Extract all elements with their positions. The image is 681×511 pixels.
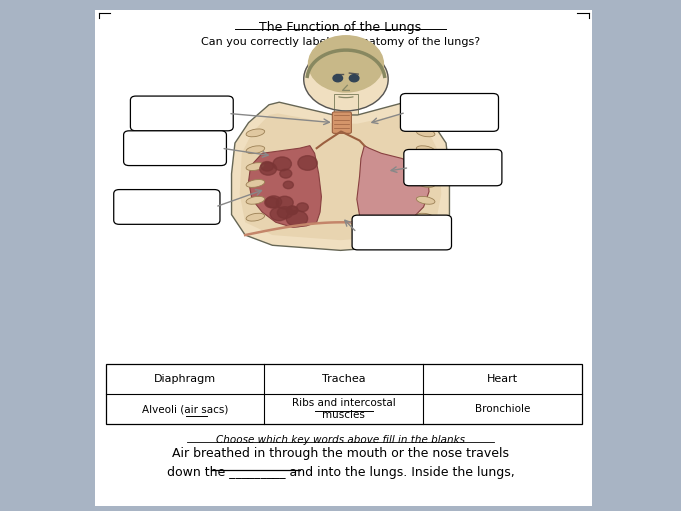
Text: Heart: Heart xyxy=(487,374,518,384)
Ellipse shape xyxy=(246,179,265,188)
FancyBboxPatch shape xyxy=(400,94,498,131)
Circle shape xyxy=(266,196,282,208)
FancyBboxPatch shape xyxy=(332,112,351,133)
Circle shape xyxy=(277,207,293,218)
Circle shape xyxy=(286,211,308,226)
Circle shape xyxy=(270,207,288,221)
Circle shape xyxy=(259,162,276,175)
Circle shape xyxy=(276,196,294,209)
Text: Air breathed in through the mouth or the nose travels: Air breathed in through the mouth or the… xyxy=(172,447,509,459)
FancyBboxPatch shape xyxy=(130,96,233,131)
FancyBboxPatch shape xyxy=(352,215,452,250)
Polygon shape xyxy=(232,102,449,250)
Ellipse shape xyxy=(416,196,435,204)
Polygon shape xyxy=(249,146,321,227)
Polygon shape xyxy=(240,113,441,240)
Ellipse shape xyxy=(416,146,435,154)
Text: The Function of the Lungs: The Function of the Lungs xyxy=(259,21,422,34)
Circle shape xyxy=(308,36,383,92)
Ellipse shape xyxy=(246,196,265,204)
Ellipse shape xyxy=(416,213,435,221)
Ellipse shape xyxy=(246,162,265,171)
Circle shape xyxy=(287,206,298,214)
Ellipse shape xyxy=(246,129,265,137)
Circle shape xyxy=(261,161,274,171)
Ellipse shape xyxy=(416,162,435,171)
Circle shape xyxy=(273,157,291,171)
Text: Ribs and intercostal
muscles: Ribs and intercostal muscles xyxy=(292,398,396,420)
FancyBboxPatch shape xyxy=(114,190,220,224)
Text: Diaphragm: Diaphragm xyxy=(154,374,216,384)
Text: Can you correctly label the anatomy of the lungs?: Can you correctly label the anatomy of t… xyxy=(201,37,480,47)
Text: Alveoli (air sacs): Alveoli (air sacs) xyxy=(142,404,228,414)
Ellipse shape xyxy=(246,146,265,154)
Polygon shape xyxy=(357,146,429,227)
Text: Trachea: Trachea xyxy=(322,374,366,384)
FancyBboxPatch shape xyxy=(124,131,226,166)
Circle shape xyxy=(349,75,359,82)
Ellipse shape xyxy=(416,179,435,188)
Circle shape xyxy=(280,169,291,178)
Circle shape xyxy=(265,197,279,208)
Text: Choose which key words above fill in the blanks: Choose which key words above fill in the… xyxy=(216,435,465,446)
Circle shape xyxy=(333,75,343,82)
Ellipse shape xyxy=(246,213,265,221)
Ellipse shape xyxy=(416,129,435,137)
FancyBboxPatch shape xyxy=(334,94,358,115)
FancyBboxPatch shape xyxy=(106,364,582,424)
Circle shape xyxy=(287,206,298,215)
Circle shape xyxy=(283,181,294,189)
Text: down the _________ and into the lungs. Inside the lungs,: down the _________ and into the lungs. I… xyxy=(167,466,514,479)
Circle shape xyxy=(296,203,308,212)
FancyBboxPatch shape xyxy=(404,149,502,186)
Text: Bronchiole: Bronchiole xyxy=(475,404,530,414)
FancyBboxPatch shape xyxy=(95,10,592,506)
Circle shape xyxy=(298,156,317,170)
Circle shape xyxy=(304,48,388,111)
